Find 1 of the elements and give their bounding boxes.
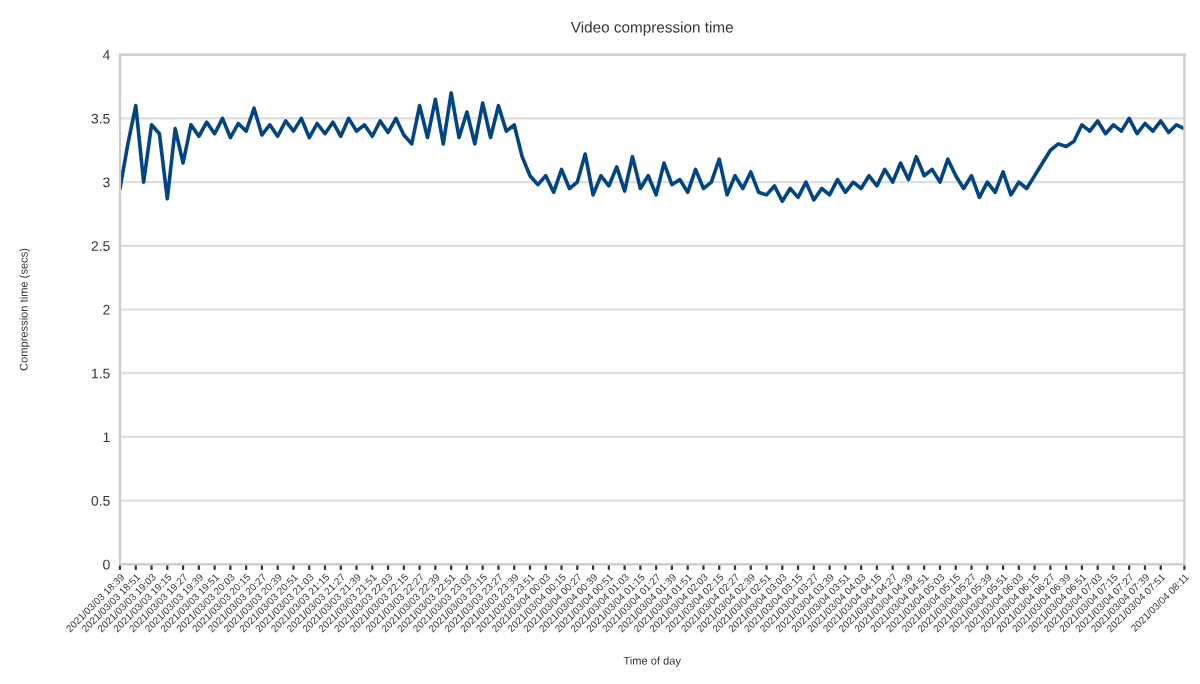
line-series (120, 91, 1185, 204)
